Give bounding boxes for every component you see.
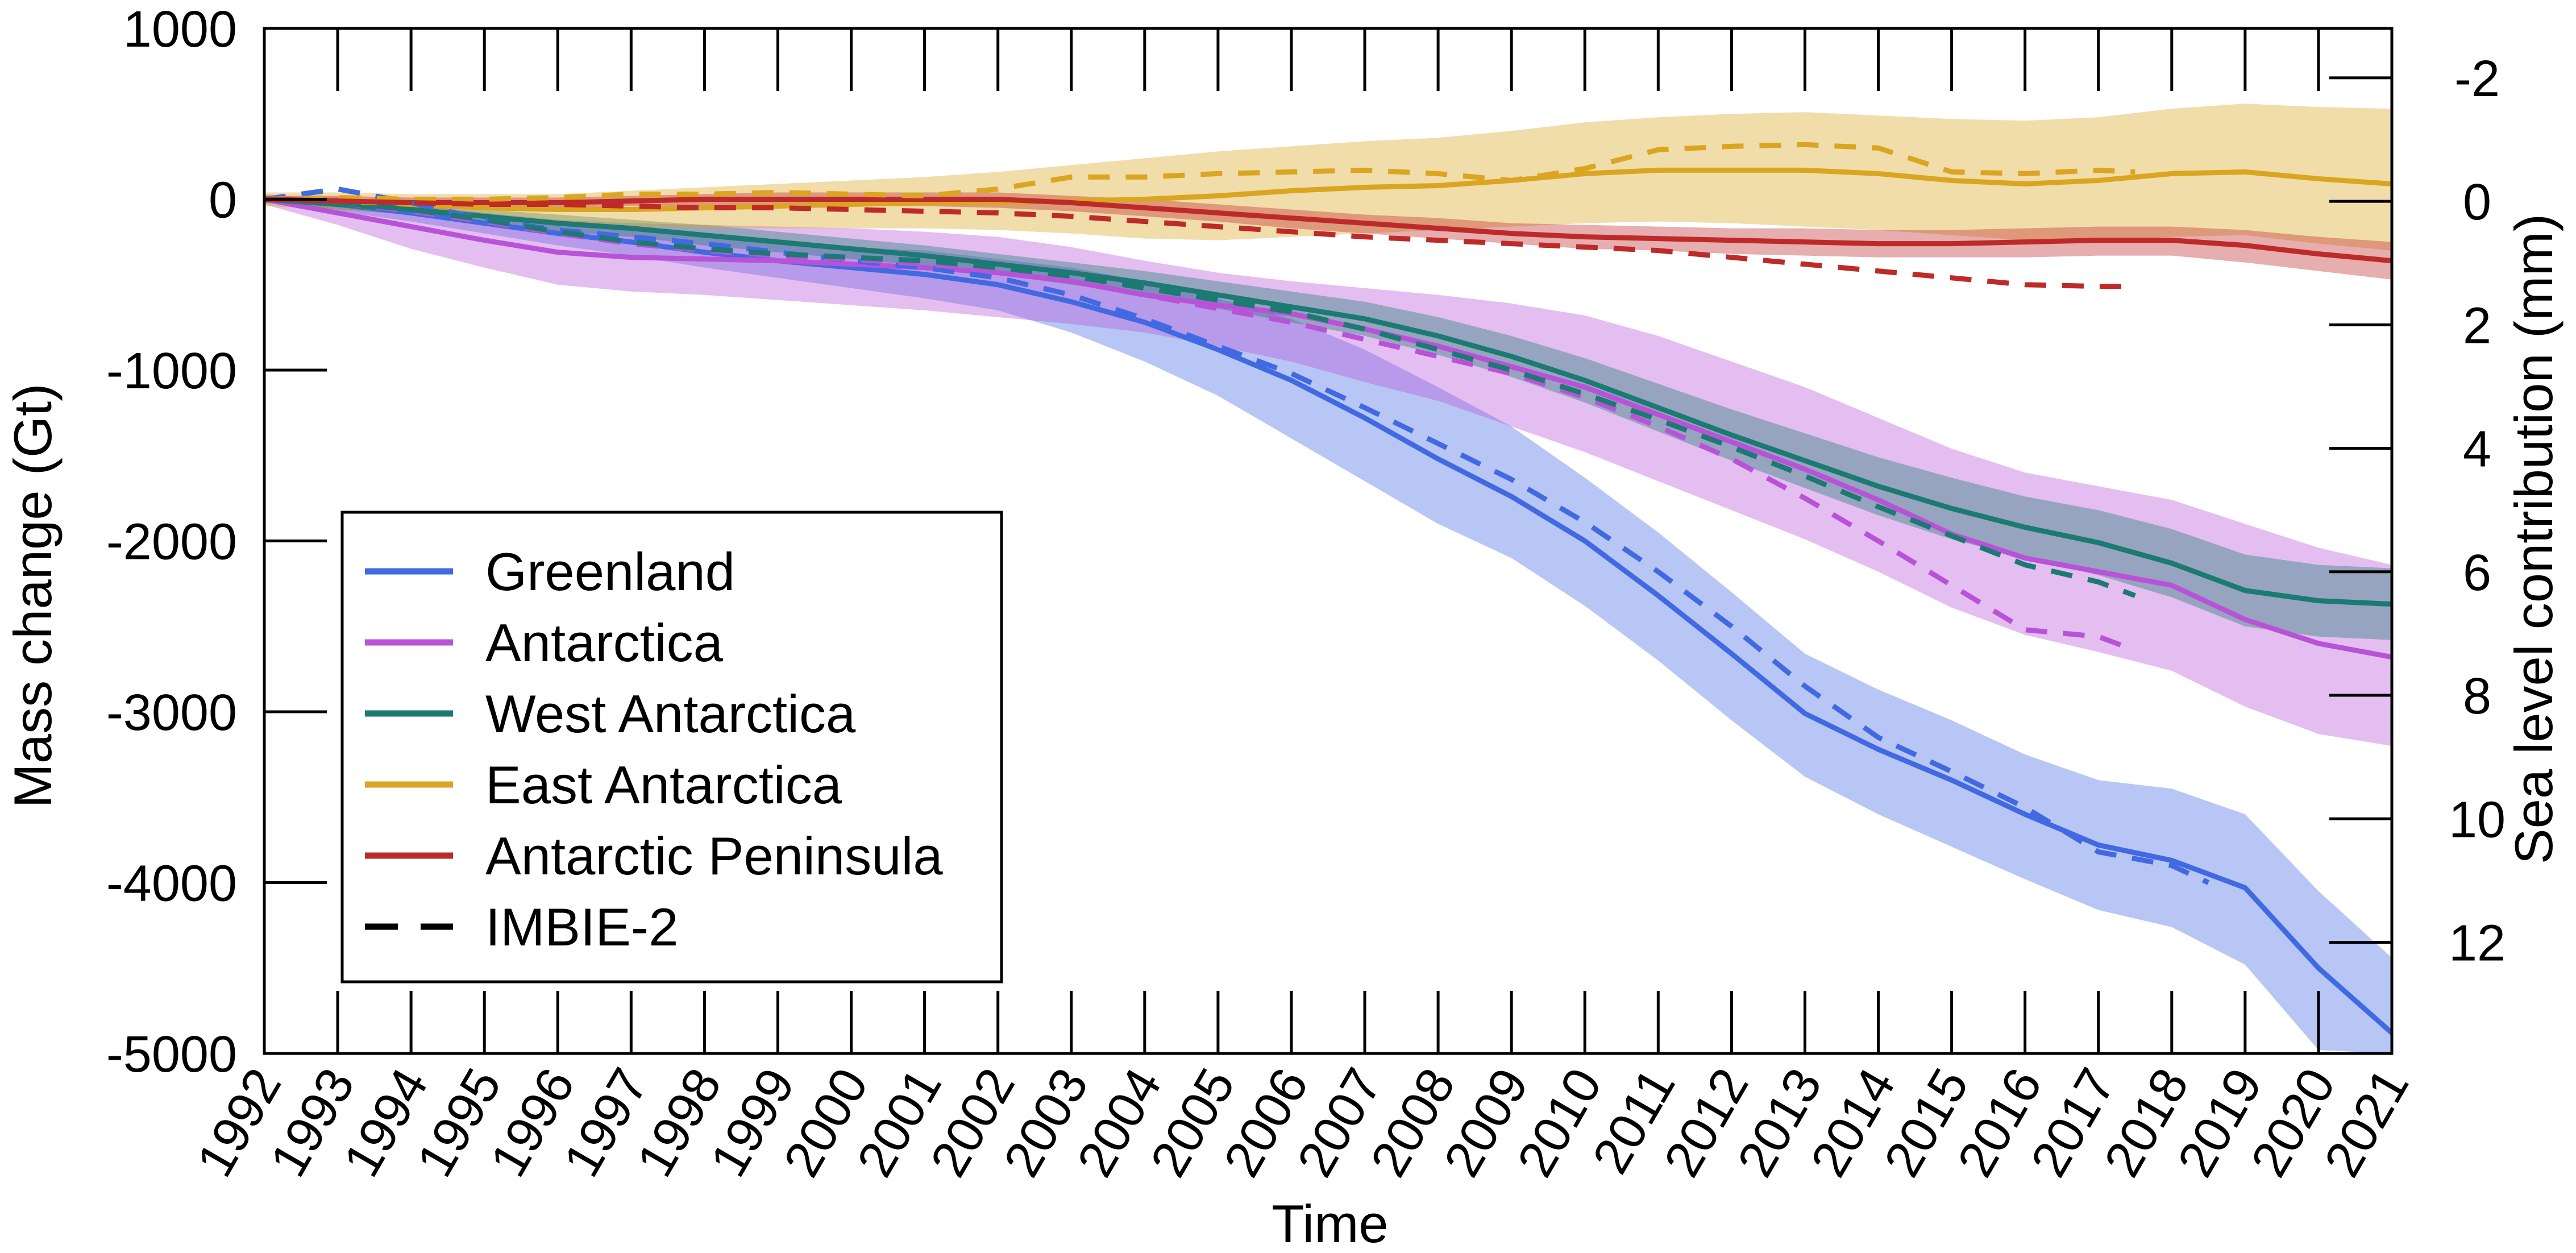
legend-label-antarctic-peninsula: Antarctic Peninsula (485, 826, 943, 886)
imbie2-line-greenland (264, 186, 2210, 885)
y2-tick-label: 8 (2463, 668, 2491, 725)
y2-tick-label: 2 (2463, 297, 2491, 354)
line-antarctic-peninsula (264, 197, 2392, 264)
y-axis-label: Mass change (Gt) (3, 383, 63, 808)
imbie2-line-east-antarctica (264, 142, 2135, 202)
y2-axis-label: Sea level contribution (mm) (2504, 214, 2563, 864)
imbie2-line-west-antarctica (264, 197, 2136, 598)
legend-label-east-antarctica: East Antarctica (485, 755, 842, 815)
imbie2-line-antarctic-peninsula (264, 197, 2135, 289)
band-east-antarctica (264, 103, 2392, 251)
legend-box (340, 511, 1003, 984)
y2-tick-label: 0 (2463, 174, 2491, 231)
legend-label-greenland: Greenland (485, 542, 735, 601)
line-west-antarctica (264, 197, 2392, 607)
x-axis-label: Time (1272, 1194, 1388, 1253)
y-tick-label: -2000 (106, 514, 237, 571)
legend-label-imbie-2: IMBIE-2 (485, 897, 679, 957)
y-tick-label: -1000 (106, 343, 237, 400)
y-tick-label: 1000 (123, 1, 237, 58)
y2-tick-label: 10 (2449, 791, 2506, 848)
uncertainty-bands (264, 103, 2392, 1053)
legend-label-west-antarctica: West Antarctica (485, 684, 856, 744)
y2-tick-label: 4 (2463, 421, 2491, 478)
y2-tick-label: 12 (2449, 915, 2506, 972)
y2-tick-label: -2 (2454, 51, 2500, 107)
legend: Greenland Antarctica West Antarctica East A… (340, 511, 1003, 984)
y-tick-label: 0 (209, 172, 237, 229)
line-antarctica (264, 197, 2392, 660)
band-greenland (264, 196, 2392, 1053)
legend-label-antarctica: Antarctica (485, 613, 724, 673)
y-tick-label: -4000 (106, 856, 237, 912)
band-west-antarctica (264, 196, 2392, 640)
y-tick-label: -3000 (106, 684, 237, 741)
y-tick-label: -5000 (106, 1026, 237, 1083)
imbie2-lines (264, 142, 2210, 885)
y2-tick-label: 6 (2463, 545, 2491, 601)
band-antarctica (264, 194, 2392, 746)
line-east-antarctica (264, 167, 2392, 213)
